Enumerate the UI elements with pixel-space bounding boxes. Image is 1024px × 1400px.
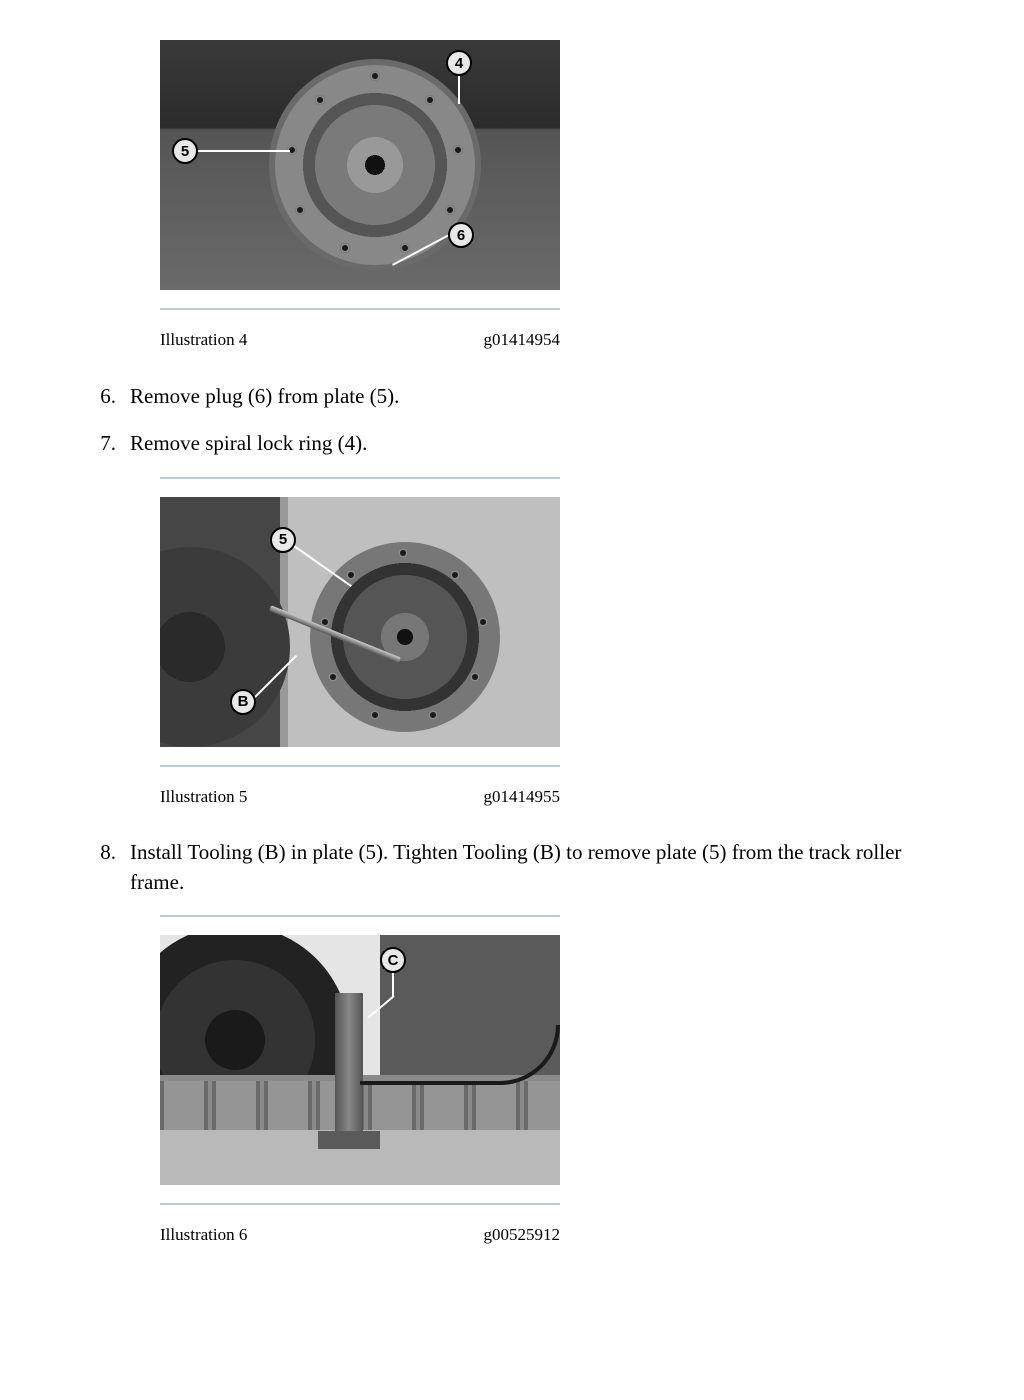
caption-row-5: Illustration 5 g01414955: [160, 785, 560, 809]
figure-divider: [160, 308, 560, 310]
illustration-4-code: g01414954: [484, 328, 561, 352]
illustration-5-label: Illustration 5: [160, 785, 247, 809]
figure-block-6: C Illustration 6 g00525912: [160, 915, 974, 1247]
step-list: 6. Remove plug (6) from plate (5). 7. Re…: [90, 382, 974, 459]
bolt-icon: [295, 205, 305, 215]
step-7: 7. Remove spiral lock ring (4).: [90, 429, 974, 458]
step-6-number: 6.: [90, 382, 130, 411]
step-8-text: Install Tooling (B) in plate (5). Tighte…: [130, 838, 974, 897]
illustration-4-label: Illustration 4: [160, 328, 247, 352]
leader-line: [458, 74, 460, 104]
callout-5b-label: 5: [279, 529, 287, 550]
callout-C: C: [380, 947, 406, 973]
callout-B-label: B: [238, 691, 249, 712]
figure-divider: [160, 477, 560, 479]
bolt-icon: [328, 672, 338, 682]
step-list: 8. Install Tooling (B) in plate (5). Tig…: [90, 838, 974, 897]
caption-row-4: Illustration 4 g01414954: [160, 328, 560, 352]
bolt-icon: [425, 95, 435, 105]
figure-block-4: 4 5 6 Illustration 4 g01414954: [160, 40, 974, 352]
step-7-text: Remove spiral lock ring (4).: [130, 429, 974, 458]
bolt-icon: [470, 672, 480, 682]
illustration-4-image: 4 5 6: [160, 40, 560, 290]
illustration-6-code: g00525912: [484, 1223, 561, 1247]
bolt-icon: [445, 205, 455, 215]
bolt-icon: [346, 570, 356, 580]
bolt-icon: [478, 617, 488, 627]
illustration-5-image: 5 B: [160, 497, 560, 747]
figure-divider: [160, 915, 560, 917]
callout-5b: 5: [270, 527, 296, 553]
callout-5: 5: [172, 138, 198, 164]
step-7-number: 7.: [90, 429, 130, 458]
bolt-icon: [370, 710, 380, 720]
step-6: 6. Remove plug (6) from plate (5).: [90, 382, 974, 411]
illustration-6-label: Illustration 6: [160, 1223, 247, 1247]
bolt-icon: [315, 95, 325, 105]
callout-4: 4: [446, 50, 472, 76]
ill6-jack: [335, 993, 363, 1143]
callout-4-label: 4: [455, 53, 463, 74]
step-6-text: Remove plug (6) from plate (5).: [130, 382, 974, 411]
bolt-icon: [340, 243, 350, 253]
callout-5-label: 5: [181, 141, 189, 162]
callout-6-label: 6: [457, 225, 465, 246]
bolt-icon: [453, 145, 463, 155]
bolt-icon: [398, 548, 408, 558]
callout-B: B: [230, 689, 256, 715]
leader-line: [198, 150, 290, 152]
step-8: 8. Install Tooling (B) in plate (5). Tig…: [90, 838, 974, 897]
illustration-6-image: C: [160, 935, 560, 1185]
caption-row-6: Illustration 6 g00525912: [160, 1223, 560, 1247]
callout-6: 6: [448, 222, 474, 248]
ill6-jack-base: [318, 1131, 380, 1149]
bolt-icon: [450, 570, 460, 580]
step-8-number: 8.: [90, 838, 130, 897]
bolt-icon: [370, 71, 380, 81]
bolt-icon: [400, 243, 410, 253]
bolt-icon: [428, 710, 438, 720]
figure-divider: [160, 1203, 560, 1205]
figure-block-5: 5 B Illustration 5 g01414955: [160, 477, 974, 809]
figure-divider: [160, 765, 560, 767]
callout-C-label: C: [388, 950, 399, 971]
ill6-hose: [360, 1025, 560, 1085]
leader-line: [392, 971, 394, 997]
illustration-5-code: g01414955: [484, 785, 561, 809]
